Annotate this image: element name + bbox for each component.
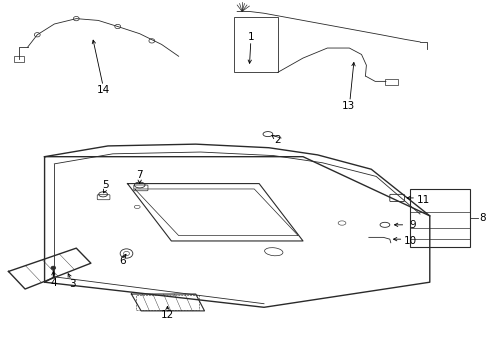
- Text: 3: 3: [69, 279, 76, 289]
- Text: 11: 11: [415, 195, 429, 205]
- Text: 5: 5: [102, 180, 109, 190]
- Text: 2: 2: [274, 135, 281, 145]
- Text: 6: 6: [119, 256, 125, 266]
- Text: 8: 8: [478, 213, 485, 223]
- Bar: [409, 189, 469, 247]
- Text: 14: 14: [96, 85, 109, 95]
- Text: 10: 10: [403, 236, 416, 246]
- Bar: [136, 296, 198, 310]
- Text: 13: 13: [342, 101, 355, 111]
- Text: 1: 1: [247, 32, 254, 41]
- Bar: [14, 56, 24, 62]
- Text: 9: 9: [408, 220, 415, 230]
- Bar: [233, 17, 277, 72]
- Bar: [384, 78, 397, 85]
- Text: 12: 12: [161, 310, 174, 320]
- Text: 7: 7: [136, 170, 142, 180]
- Text: 4: 4: [50, 278, 57, 288]
- Circle shape: [51, 266, 56, 270]
